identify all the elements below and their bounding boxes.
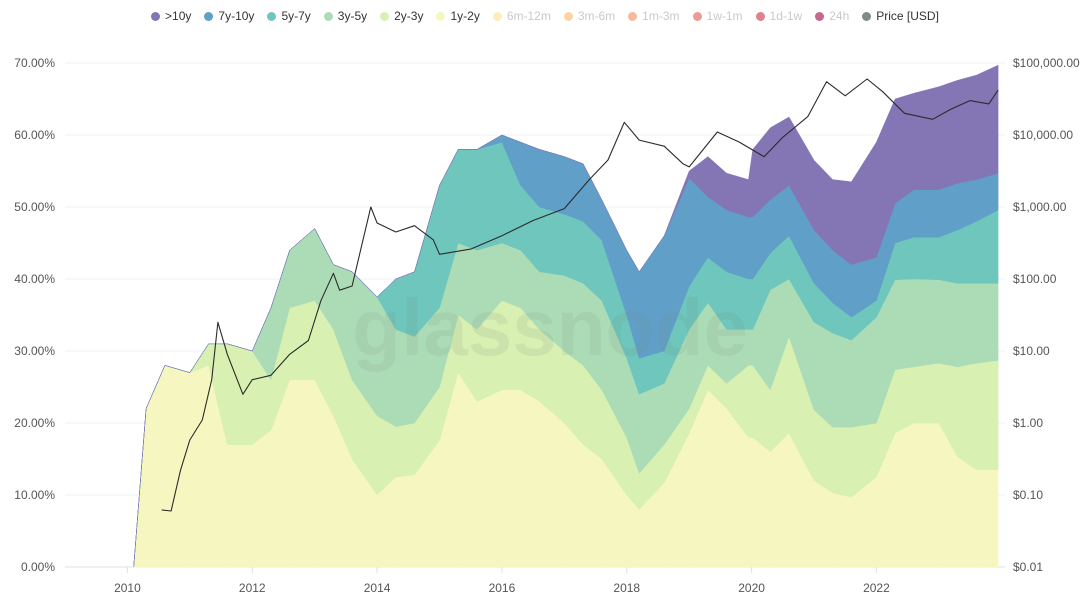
legend-dot-icon bbox=[815, 11, 825, 21]
y-tick-label: 50.00% bbox=[14, 200, 55, 214]
price-line bbox=[161, 78, 999, 512]
area-10y bbox=[133, 64, 999, 568]
y-tick-label: 0.00% bbox=[21, 560, 55, 574]
legend-label: Price [USD] bbox=[876, 9, 939, 23]
legend-label: 2y-3y bbox=[394, 9, 424, 23]
y2-tick-label: $10.00 bbox=[1013, 344, 1050, 358]
x-tick-label: 2014 bbox=[364, 581, 391, 595]
legend-dot-icon bbox=[628, 11, 638, 21]
legend-item[interactable]: 5y-7y bbox=[267, 9, 311, 23]
legend-label: 3m-6m bbox=[577, 9, 616, 23]
y-tick-label: 40.00% bbox=[14, 272, 55, 286]
legend-item[interactable]: 3y-5y bbox=[323, 9, 368, 23]
x-tick-label: 2012 bbox=[239, 581, 266, 595]
legend-item[interactable]: Price [USD] bbox=[862, 9, 939, 23]
legend: >10y 7y-10y 5y-7y 3y-5y 2y-3y 1y-2y 6m-12m 3m-6… bbox=[0, 9, 1090, 23]
legend-label: 3y-5y bbox=[337, 9, 368, 23]
y-tick-label: 60.00% bbox=[14, 128, 55, 142]
legend-item[interactable]: 3m-6m bbox=[563, 9, 616, 23]
y-tick-label: 10.00% bbox=[14, 488, 55, 502]
legend-dot-icon bbox=[436, 11, 446, 21]
legend-label: 24h bbox=[829, 9, 850, 23]
y2-tick-label: $0.01 bbox=[1013, 560, 1043, 574]
legend-label: >10y bbox=[165, 9, 192, 23]
y2-tick-label: $0.10 bbox=[1013, 488, 1043, 502]
y-tick-label: 20.00% bbox=[14, 416, 55, 430]
legend-label: 1d-1w bbox=[769, 9, 803, 23]
legend-item[interactable]: 1d-1w bbox=[755, 9, 803, 23]
legend-dot-icon bbox=[267, 11, 277, 21]
legend-dot-icon bbox=[380, 11, 390, 21]
x-tick-label: 2018 bbox=[613, 581, 640, 595]
legend-dot-icon bbox=[323, 11, 333, 21]
legend-label: 1m-3m bbox=[642, 9, 680, 23]
y2-tick-label: $10,000.00 bbox=[1013, 128, 1073, 142]
legend-label: 5y-7y bbox=[281, 9, 311, 23]
legend-dot-icon bbox=[151, 11, 161, 21]
legend-item[interactable]: 1w-1m bbox=[692, 9, 743, 23]
watermark-logo: glassnode bbox=[352, 283, 748, 372]
legend-dot-icon bbox=[204, 11, 214, 21]
y2-tick-label: $1,000.00 bbox=[1013, 200, 1067, 214]
y2-tick-label: $1.00 bbox=[1013, 416, 1043, 430]
legend-dot-icon bbox=[492, 11, 502, 21]
x-tick-label: 2010 bbox=[114, 581, 141, 595]
y-tick-label: 70.00% bbox=[14, 56, 55, 70]
legend-label: 6m-12m bbox=[506, 9, 551, 23]
x-tick-label: 2022 bbox=[863, 581, 890, 595]
x-tick-label: 2020 bbox=[738, 581, 765, 595]
legend-label: 7y-10y bbox=[218, 9, 255, 23]
legend-item[interactable]: >10y bbox=[151, 9, 191, 23]
y2-tick-label: $100.00 bbox=[1013, 272, 1057, 286]
legend-item[interactable]: 24h bbox=[815, 9, 849, 23]
y-tick-label: 30.00% bbox=[14, 344, 55, 358]
legend-label: 1w-1m bbox=[706, 9, 743, 23]
legend-label: 1y-2y bbox=[450, 9, 480, 23]
legend-item[interactable]: 6m-12m bbox=[492, 9, 551, 23]
legend-dot-icon bbox=[862, 11, 872, 21]
x-tick-label: 2016 bbox=[489, 581, 516, 595]
y2-tick-label: $100,000.00 bbox=[1013, 56, 1080, 70]
legend-dot-icon bbox=[692, 11, 702, 21]
legend-item[interactable]: 1y-2y bbox=[436, 9, 480, 23]
legend-item[interactable]: 7y-10y bbox=[204, 9, 254, 23]
legend-dot-icon bbox=[755, 11, 765, 21]
legend-item[interactable]: 1m-3m bbox=[628, 9, 680, 23]
legend-dot-icon bbox=[563, 11, 573, 21]
legend-item[interactable]: 2y-3y bbox=[380, 9, 423, 23]
